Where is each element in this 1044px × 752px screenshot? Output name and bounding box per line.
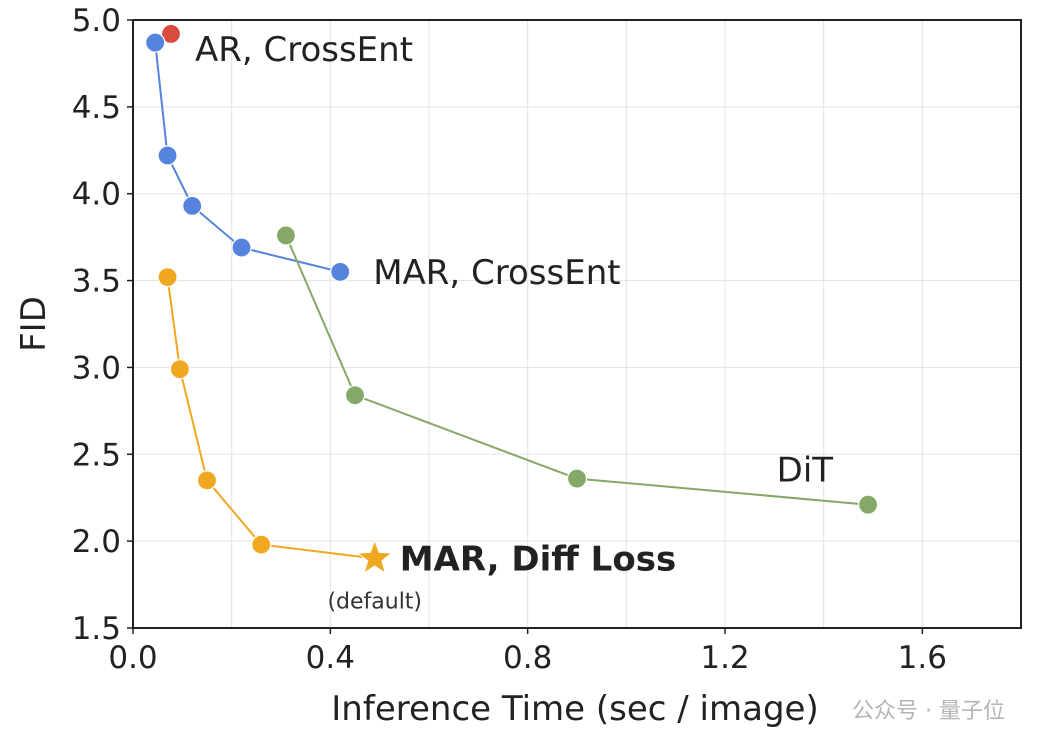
data-point-mar-crossent <box>157 145 178 166</box>
x-tick-label: 0.0 <box>108 640 157 676</box>
series-line-mar-crossent <box>154 42 341 273</box>
series-line-mar-diff-loss <box>166 276 375 560</box>
y-axis-label: FID <box>14 296 54 352</box>
y-tick-label: 3.0 <box>72 350 121 386</box>
series-labels: AR, CrossEnt MAR, CrossEnt DiT MAR, Diff Lo… <box>195 30 833 615</box>
x-tick-label: 1.2 <box>700 640 749 676</box>
data-point-mar-crossent <box>231 237 252 258</box>
x-axis-label: Inference Time (sec / image) <box>331 689 818 729</box>
y-tick-label: 2.0 <box>72 524 121 560</box>
label-ar-crossent: AR, CrossEnt <box>195 30 413 70</box>
series-lines <box>154 42 869 560</box>
star-point-mar-diff-loss <box>356 539 394 575</box>
data-point-dit <box>275 225 297 246</box>
y-tick-label: 1.5 <box>72 611 121 647</box>
data-point-ar-crossent <box>160 23 182 44</box>
data-point-mar-crossent <box>145 32 166 53</box>
plot-frame <box>132 19 1022 629</box>
data-point-dit <box>566 468 588 489</box>
label-mar-diff-loss: MAR, Diff Loss <box>400 540 676 580</box>
y-tick-label: 4.5 <box>72 90 121 126</box>
data-point-mar-diff-loss <box>169 359 190 380</box>
data-point-dit <box>344 385 366 406</box>
data-point-mar-crossent <box>182 195 203 216</box>
series-line-dit <box>284 235 869 506</box>
y-tick-label: 3.5 <box>72 264 121 300</box>
data-point-mar-diff-loss <box>251 534 272 555</box>
data-point-mar-crossent <box>330 261 351 282</box>
series-points <box>145 23 879 575</box>
watermark-text: 公众号 · 量子位 <box>852 699 1005 724</box>
label-default: (default) <box>327 590 422 615</box>
data-point-dit <box>857 494 879 515</box>
x-tick-label: 0.8 <box>503 640 552 676</box>
y-axis-ticks: 1.5 2.0 2.5 3.0 3.5 4.0 4.5 5.0 <box>72 3 133 647</box>
data-point-mar-diff-loss <box>196 470 218 491</box>
y-tick-label: 2.5 <box>72 437 121 473</box>
x-tick-label: 0.4 <box>306 640 355 676</box>
label-dit: DiT <box>777 451 834 491</box>
x-tick-label: 1.6 <box>898 640 947 676</box>
data-point-mar-diff-loss <box>157 266 178 288</box>
label-mar-crossent: MAR, CrossEnt <box>373 253 620 293</box>
x-axis-ticks: 0.0 0.4 0.8 1.2 1.6 <box>108 628 947 676</box>
y-tick-label: 5.0 <box>72 3 121 39</box>
gridlines <box>133 19 1021 629</box>
y-tick-label: 4.0 <box>72 177 121 213</box>
